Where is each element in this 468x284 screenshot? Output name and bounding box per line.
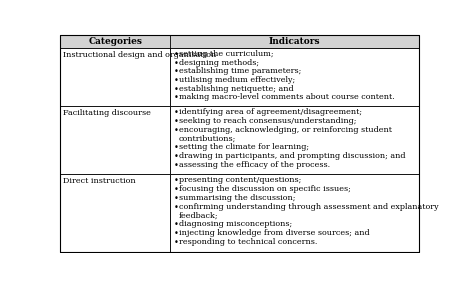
Text: •: • <box>174 50 179 59</box>
Text: responding to technical concerns.: responding to technical concerns. <box>179 238 317 246</box>
Text: injecting knowledge from diverse sources; and: injecting knowledge from diverse sources… <box>179 229 370 237</box>
Text: •: • <box>174 85 179 93</box>
Text: confirming understanding through assessment and explanatory: confirming understanding through assessm… <box>179 203 439 211</box>
Text: feedback;: feedback; <box>179 212 219 220</box>
Text: setting the curriculum;: setting the curriculum; <box>179 50 273 58</box>
Text: •: • <box>174 220 179 229</box>
Text: •: • <box>174 229 179 238</box>
Text: contributions;: contributions; <box>179 135 236 143</box>
Text: •: • <box>174 203 179 212</box>
Text: presenting content/questions;: presenting content/questions; <box>179 176 301 184</box>
Text: •: • <box>174 238 179 247</box>
Text: •: • <box>174 93 179 102</box>
Text: setting the climate for learning;: setting the climate for learning; <box>179 143 309 151</box>
Text: •: • <box>174 161 179 170</box>
Bar <box>170 48 419 106</box>
Text: Direct instruction: Direct instruction <box>63 177 136 185</box>
Bar <box>170 106 419 174</box>
Text: establishing netiquette; and: establishing netiquette; and <box>179 85 293 93</box>
Text: encouraging, acknowledging, or reinforcing student: encouraging, acknowledging, or reinforci… <box>179 126 392 134</box>
Text: •: • <box>174 194 179 203</box>
Bar <box>170 174 419 252</box>
Text: Facilitating discourse: Facilitating discourse <box>63 109 151 117</box>
Bar <box>60 106 170 174</box>
Text: •: • <box>174 68 179 76</box>
Text: •: • <box>174 152 179 161</box>
Text: making macro-level comments about course content.: making macro-level comments about course… <box>179 93 395 101</box>
Text: assessing the efficacy of the process.: assessing the efficacy of the process. <box>179 161 330 169</box>
Text: •: • <box>174 126 179 135</box>
Text: •: • <box>174 76 179 85</box>
Text: •: • <box>174 59 179 68</box>
Text: •: • <box>174 108 179 118</box>
Text: •: • <box>174 176 179 185</box>
Bar <box>60 174 170 252</box>
Text: drawing in participants, and prompting discussion; and: drawing in participants, and prompting d… <box>179 152 405 160</box>
Text: identifying area of agreement/disagreement;: identifying area of agreement/disagreeme… <box>179 108 362 116</box>
Text: diagnosing misconceptions;: diagnosing misconceptions; <box>179 220 292 228</box>
Text: Indicators: Indicators <box>269 37 321 46</box>
Text: designing methods;: designing methods; <box>179 59 259 67</box>
Text: seeking to reach consensus/understanding;: seeking to reach consensus/understanding… <box>179 117 357 125</box>
Text: summarising the discussion;: summarising the discussion; <box>179 194 295 202</box>
Text: •: • <box>174 143 179 152</box>
Bar <box>60 48 170 106</box>
Text: Instructional design and organisation: Instructional design and organisation <box>63 51 217 59</box>
Text: Categories: Categories <box>88 37 142 46</box>
Text: establishing time parameters;: establishing time parameters; <box>179 68 301 76</box>
Text: focusing the discussion on specific issues;: focusing the discussion on specific issu… <box>179 185 351 193</box>
Text: utilising medium effectively;: utilising medium effectively; <box>179 76 295 84</box>
Text: •: • <box>174 185 179 194</box>
Text: •: • <box>174 117 179 126</box>
Bar <box>60 35 419 48</box>
